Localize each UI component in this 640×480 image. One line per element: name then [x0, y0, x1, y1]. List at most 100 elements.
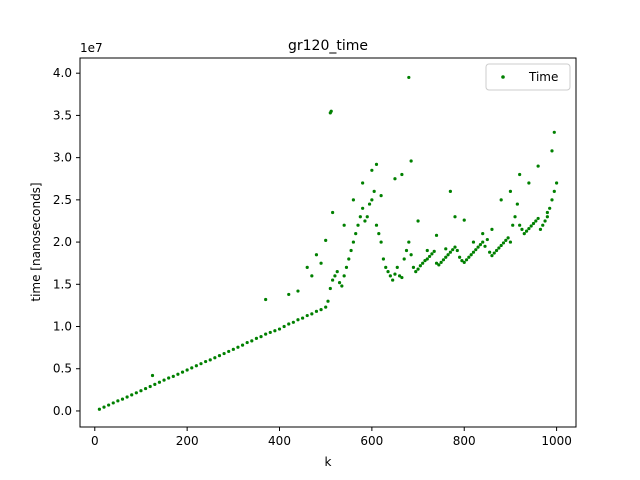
- data-point: [213, 356, 217, 360]
- y-tick-label: 4.0: [53, 66, 72, 80]
- data-point: [541, 223, 545, 227]
- data-point: [340, 284, 344, 288]
- y-axis-label: time [nanoseconds]: [29, 182, 43, 301]
- data-point: [254, 336, 259, 340]
- data-point: [171, 374, 175, 378]
- x-tick-label: 600: [360, 434, 383, 448]
- data-point: [349, 248, 353, 253]
- data-point: [448, 189, 452, 194]
- data-point: [460, 259, 464, 263]
- data-point: [245, 340, 249, 345]
- data-point: [425, 257, 429, 261]
- data-point: [365, 215, 369, 219]
- data-point: [434, 261, 439, 265]
- data-point: [400, 172, 404, 177]
- data-point: [444, 247, 448, 251]
- data-point: [490, 227, 494, 232]
- data-point: [107, 403, 111, 407]
- y-axis-offset-label: 1e7: [80, 41, 103, 55]
- data-point: [331, 278, 335, 282]
- data-point: [335, 270, 339, 274]
- legend-box: [485, 63, 571, 91]
- data-point: [367, 202, 372, 206]
- data-point: [423, 259, 427, 263]
- data-point: [490, 253, 494, 258]
- data-point: [259, 335, 263, 339]
- data-point: [497, 246, 501, 250]
- data-point: [441, 258, 446, 262]
- data-point: [310, 274, 314, 278]
- data-point: [125, 395, 129, 399]
- data-point: [236, 345, 240, 349]
- data-point: [222, 351, 226, 356]
- data-point: [518, 223, 522, 227]
- data-point: [111, 401, 115, 405]
- data-point: [462, 218, 466, 222]
- data-point: [162, 378, 166, 382]
- data-point: [296, 318, 300, 322]
- data-point: [344, 265, 349, 270]
- data-point: [534, 219, 538, 223]
- data-point: [501, 241, 506, 245]
- data-point: [416, 219, 420, 223]
- data-point: [264, 297, 268, 302]
- data-point: [446, 253, 450, 257]
- data-point: [467, 255, 471, 259]
- data-point: [305, 265, 309, 270]
- data-point: [451, 248, 455, 252]
- data-point: [545, 210, 549, 215]
- data-point: [404, 248, 409, 253]
- data-point: [407, 240, 411, 244]
- data-point: [437, 263, 441, 267]
- data-point: [531, 221, 536, 226]
- data-point: [543, 219, 547, 223]
- data-point: [545, 215, 549, 219]
- data-point: [370, 168, 374, 172]
- y-tick-label: 3.0: [53, 151, 72, 165]
- data-point: [538, 227, 543, 232]
- data-point: [524, 229, 529, 233]
- data-point: [240, 343, 245, 347]
- data-point: [167, 376, 171, 380]
- data-point: [548, 206, 552, 210]
- data-point: [102, 405, 106, 409]
- data-point: [439, 260, 443, 264]
- data-point: [143, 386, 148, 391]
- data-point: [319, 308, 323, 312]
- data-point: [453, 215, 457, 219]
- data-point: [314, 309, 319, 313]
- data-point: [527, 181, 531, 185]
- data-point: [550, 149, 554, 153]
- data-point: [513, 215, 517, 219]
- data-point: [476, 245, 480, 249]
- x-tick-label: 0: [91, 434, 99, 448]
- data-point: [483, 244, 487, 248]
- y-tick-label: 3.5: [53, 108, 72, 122]
- data-point: [471, 240, 476, 244]
- data-point: [488, 250, 492, 254]
- data-point: [421, 261, 425, 265]
- data-point: [194, 364, 198, 368]
- data-point: [508, 240, 513, 244]
- data-point: [190, 366, 194, 370]
- data-point: [287, 322, 291, 326]
- data-point: [471, 250, 476, 254]
- data-point: [409, 253, 413, 257]
- data-point: [511, 223, 515, 227]
- data-point: [372, 189, 376, 194]
- data-point: [529, 224, 533, 228]
- data-point: [499, 198, 503, 202]
- chart-title: gr120_time: [288, 38, 368, 54]
- data-point: [536, 164, 540, 168]
- data-point: [384, 265, 388, 270]
- data-point: [116, 399, 120, 403]
- data-point: [474, 248, 478, 252]
- data-point: [139, 389, 143, 393]
- x-axis-ticks: 0 200 400 600 800 1000: [91, 427, 572, 448]
- data-point: [180, 370, 185, 374]
- data-point: [273, 329, 277, 333]
- y-tick-label: 0.5: [53, 362, 72, 376]
- data-point: [485, 237, 489, 242]
- data-point: [342, 274, 346, 278]
